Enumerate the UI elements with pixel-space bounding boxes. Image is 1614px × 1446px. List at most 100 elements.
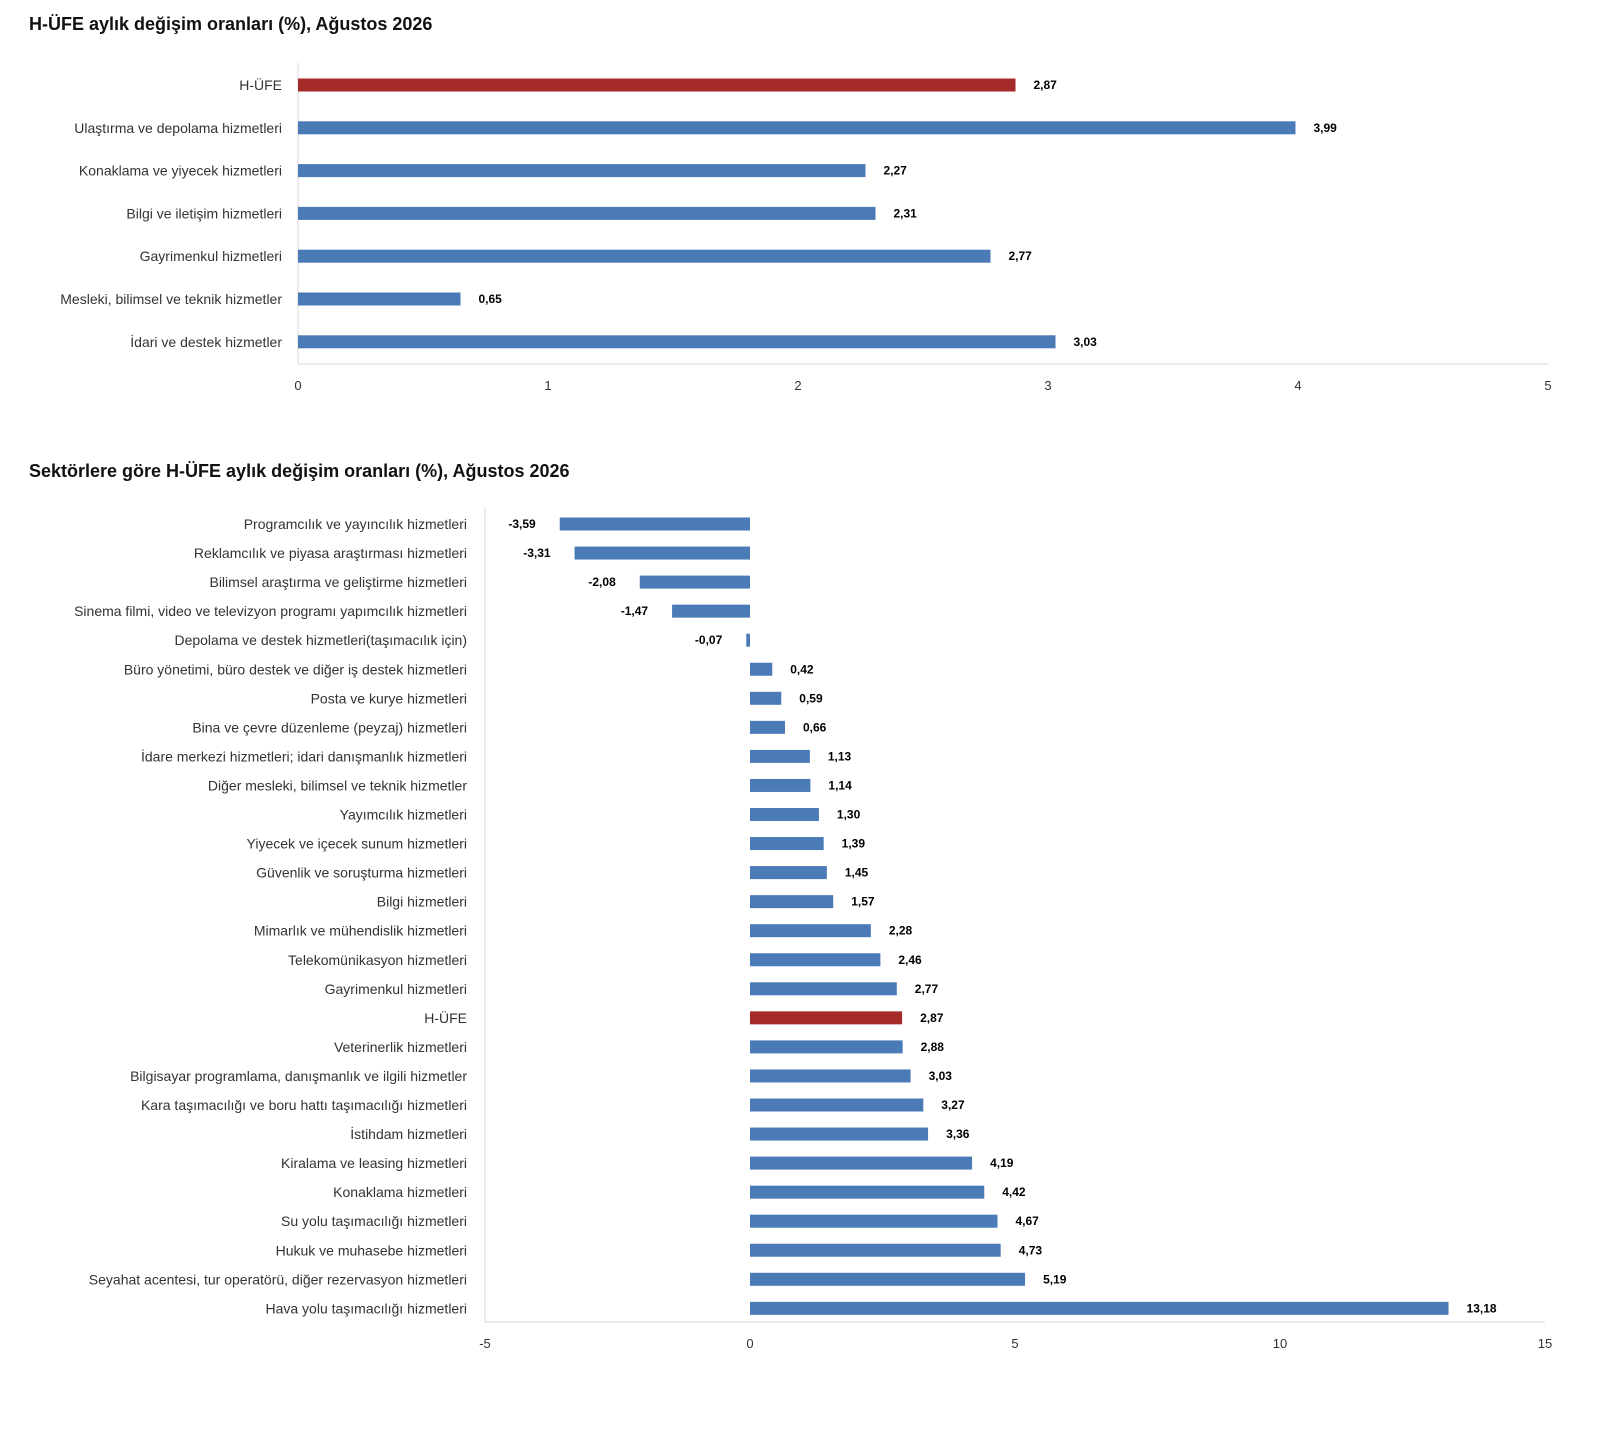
category-label: İstihdam hizmetleri bbox=[350, 1125, 467, 1142]
category-label: Mimarlık ve mühendislik hizmetleri bbox=[254, 923, 467, 939]
data-label: 1,14 bbox=[828, 778, 852, 792]
data-label: 4,73 bbox=[1019, 1243, 1043, 1257]
chart-1-svg: 0 1 2 3 4 5 H-ÜFE 2,87 Ulaştırma ve depolama hiz… bbox=[60, 63, 1552, 393]
bar bbox=[298, 164, 866, 178]
category-label: Bilimsel araştırma ve geliştirme hizmetl… bbox=[209, 574, 467, 590]
data-label: 1,39 bbox=[842, 837, 866, 851]
data-label: 2,27 bbox=[884, 164, 908, 178]
category-label: Hukuk ve muhasebe hizmetleri bbox=[276, 1242, 467, 1258]
data-label: 1,30 bbox=[837, 808, 861, 822]
data-label: 0,59 bbox=[799, 691, 823, 705]
data-label: 4,42 bbox=[1002, 1185, 1026, 1199]
bar bbox=[298, 249, 991, 263]
x-tick-label: 1 bbox=[544, 378, 551, 393]
x-tick-label: 5 bbox=[1011, 1336, 1018, 1351]
x-tick-label: 0 bbox=[746, 1336, 753, 1351]
category-label: Gayrimenkul hizmetleri bbox=[325, 981, 467, 997]
bar bbox=[559, 517, 750, 531]
bar bbox=[750, 953, 881, 967]
data-label: 5,19 bbox=[1043, 1272, 1067, 1286]
x-tick-label: 4 bbox=[1294, 378, 1301, 393]
category-label: Büro yönetimi, büro destek ve diğer iş d… bbox=[124, 661, 467, 677]
chart-title: Sektörlere göre H-ÜFE aylık değişim oran… bbox=[29, 461, 570, 481]
data-label: 2,87 bbox=[1034, 78, 1058, 92]
bar bbox=[750, 982, 897, 996]
data-label: 1,45 bbox=[845, 866, 869, 880]
bar bbox=[574, 546, 750, 560]
bar bbox=[750, 749, 810, 763]
x-tick-label: 3 bbox=[1044, 378, 1051, 393]
bar bbox=[750, 1185, 985, 1199]
category-label: Diğer mesleki, bilimsel ve teknik hizmet… bbox=[208, 777, 467, 793]
category-label: Güvenlik ve soruşturma hizmetleri bbox=[256, 865, 467, 881]
bar bbox=[639, 575, 750, 589]
data-label: -3,59 bbox=[508, 517, 536, 531]
data-label: 13,18 bbox=[1467, 1301, 1497, 1315]
data-label: -1,47 bbox=[621, 604, 649, 618]
category-label: Su yolu taşımacılığı hizmetleri bbox=[281, 1213, 467, 1229]
bar bbox=[750, 837, 824, 851]
category-label: H-ÜFE bbox=[424, 1009, 467, 1026]
bar bbox=[298, 78, 1016, 92]
data-label: 3,03 bbox=[1074, 335, 1098, 349]
category-label: Sinema filmi, video ve televizyon progra… bbox=[74, 603, 467, 619]
chart-title: H-ÜFE aylık değişim oranları (%), Ağusto… bbox=[29, 14, 433, 34]
category-label: İdari ve destek hizmetler bbox=[130, 333, 282, 350]
category-label: Kara taşımacılığı ve boru hattı taşımacı… bbox=[141, 1097, 467, 1113]
data-label: -2,08 bbox=[588, 575, 616, 589]
data-label: 2,46 bbox=[898, 953, 922, 967]
category-label: Telekomünikasyon hizmetleri bbox=[288, 952, 467, 968]
bar bbox=[750, 1156, 973, 1170]
bar bbox=[750, 895, 834, 909]
category-label: Veterinerlik hizmetleri bbox=[334, 1039, 467, 1055]
data-label: -3,31 bbox=[523, 546, 551, 560]
bar bbox=[298, 292, 461, 306]
x-tick-label: 0 bbox=[294, 378, 301, 393]
category-label: Mesleki, bilimsel ve teknik hizmetler bbox=[60, 291, 282, 307]
bar bbox=[672, 604, 750, 618]
x-tick-label: 10 bbox=[1273, 1336, 1287, 1351]
data-label: 3,03 bbox=[929, 1069, 953, 1083]
category-label: Yiyecek ve içecek sunum hizmetleri bbox=[247, 836, 467, 852]
data-label: 1,13 bbox=[828, 749, 852, 763]
x-tick-label: 5 bbox=[1544, 378, 1551, 393]
data-label: 0,42 bbox=[790, 662, 814, 676]
data-label: 4,19 bbox=[990, 1156, 1014, 1170]
data-label: 1,57 bbox=[851, 895, 875, 909]
category-label: Konaklama ve yiyecek hizmetleri bbox=[79, 163, 282, 179]
data-label: 3,36 bbox=[946, 1127, 970, 1141]
data-label: 2,31 bbox=[894, 206, 918, 220]
bar bbox=[746, 633, 750, 647]
bar bbox=[750, 1127, 929, 1141]
category-label: Ulaştırma ve depolama hizmetleri bbox=[74, 120, 282, 136]
category-label: Gayrimenkul hizmetleri bbox=[140, 248, 282, 264]
bar bbox=[750, 866, 827, 880]
data-label: 3,99 bbox=[1314, 121, 1338, 135]
category-label: Bilgisayar programlama, danışmanlık ve i… bbox=[130, 1068, 467, 1084]
data-label: 0,66 bbox=[803, 720, 827, 734]
bar bbox=[750, 808, 819, 821]
data-label: 2,88 bbox=[921, 1040, 945, 1054]
data-label: 2,77 bbox=[915, 982, 939, 996]
bar bbox=[750, 1301, 1449, 1315]
data-label: -0,07 bbox=[695, 633, 723, 647]
category-label: Bilgi hizmetleri bbox=[377, 894, 467, 910]
data-label: 2,87 bbox=[920, 1011, 944, 1025]
bar bbox=[750, 1098, 924, 1112]
category-label: H-ÜFE bbox=[239, 76, 282, 93]
bar bbox=[750, 1040, 903, 1054]
bar bbox=[298, 335, 1056, 349]
category-label: Reklamcılık ve piyasa araştırması hizmet… bbox=[194, 545, 467, 561]
category-label: Seyahat acentesi, tur operatörü, diğer r… bbox=[89, 1271, 467, 1287]
category-label: Konaklama hizmetleri bbox=[333, 1184, 467, 1200]
bar bbox=[750, 1214, 998, 1228]
category-label: Kiralama ve leasing hizmetleri bbox=[281, 1155, 467, 1171]
x-tick-label: 15 bbox=[1538, 1336, 1552, 1351]
bar bbox=[750, 1272, 1026, 1286]
data-label: 2,77 bbox=[1009, 249, 1033, 263]
bar bbox=[750, 1243, 1001, 1257]
x-tick-label: 2 bbox=[794, 378, 801, 393]
x-tick-label: -5 bbox=[479, 1336, 491, 1351]
data-label: 4,67 bbox=[1016, 1214, 1040, 1228]
